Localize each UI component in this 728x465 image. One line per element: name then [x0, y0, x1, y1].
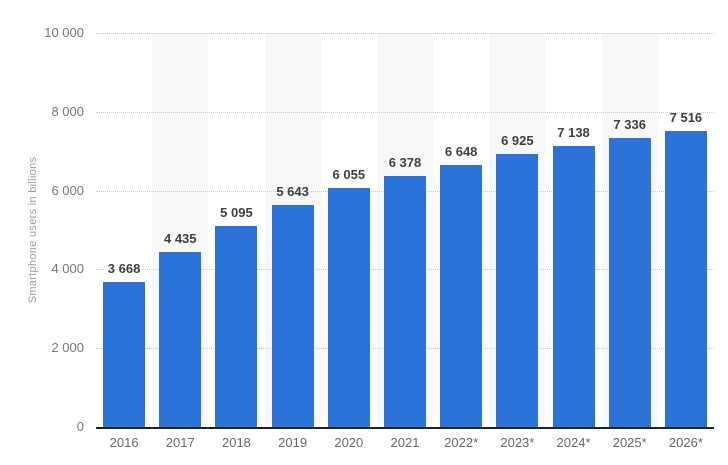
bar-2022*[interactable] [440, 165, 483, 427]
y-tick-label: 10 000 [44, 25, 84, 40]
chart-column: 7 516 [658, 33, 714, 427]
x-tick-label: 2021 [390, 435, 420, 450]
chart-column: 7 336 [602, 33, 658, 427]
plot-area: 3 668 4 435 5 095 5 643 6 055 6 378 6 648 6 925… [96, 33, 714, 429]
x-tick-label: 2019 [278, 435, 308, 450]
x-tick-label: 2024* [556, 435, 591, 450]
bar-2023*[interactable] [496, 154, 539, 427]
gridline [96, 33, 714, 34]
chart-column: 5 643 [265, 33, 321, 427]
y-axis-title: Smartphone users in billions [27, 156, 39, 304]
bar-value-label: 6 055 [332, 167, 366, 182]
chart-column: 4 435 [152, 33, 208, 427]
chart-column: 6 055 [321, 33, 377, 427]
bar-2019[interactable] [271, 205, 314, 427]
bar-value-label: 7 336 [613, 117, 646, 132]
bar-2025*[interactable] [608, 138, 651, 427]
x-tick-label: 2026* [668, 435, 703, 450]
bar-2017[interactable] [159, 252, 202, 427]
y-tick-label: 4 000 [51, 261, 84, 277]
bar-2026*[interactable] [664, 131, 707, 427]
chart-column: 6 925 [489, 33, 545, 427]
bar-value-label: 5 643 [276, 184, 309, 199]
bar-value-label: 6 378 [388, 155, 422, 170]
bar-2021[interactable] [383, 176, 426, 427]
y-tick-label: 0 [76, 419, 84, 434]
bar-2020[interactable] [327, 188, 370, 427]
bar-value-label: 3 668 [107, 261, 141, 276]
gridline [96, 111, 714, 113]
bar-value-label: 5 095 [220, 205, 253, 220]
x-tick-label: 2020 [334, 435, 364, 450]
bar-value-label: 7 138 [557, 125, 590, 140]
chart-column: 7 138 [545, 33, 601, 427]
bar-2024*[interactable] [552, 146, 595, 427]
x-tick-label: 2016 [109, 435, 139, 450]
x-tick-label: 2023* [500, 435, 535, 450]
chart-column: 3 668 [96, 33, 152, 427]
chart-column: 5 095 [208, 33, 264, 427]
y-tick-label: 6 000 [51, 182, 84, 198]
x-tick-label: 2025* [612, 435, 647, 450]
bar-value-label: 6 925 [501, 133, 534, 148]
x-tick-label: 2017 [165, 435, 195, 450]
bar-value-label: 4 435 [163, 231, 197, 246]
y-tick-label: 8 000 [51, 103, 84, 119]
x-tick-label: 2018 [221, 435, 251, 450]
bar-value-label: 6 648 [444, 144, 478, 159]
bar-value-label: 7 516 [669, 110, 703, 125]
y-tick-label: 2 000 [51, 340, 84, 356]
bar-2016[interactable] [103, 282, 146, 427]
chart-column: 6 378 [377, 33, 433, 427]
x-tick-label: 2022* [444, 435, 479, 450]
chart-column: 6 648 [433, 33, 489, 427]
bar-2018[interactable] [215, 226, 258, 427]
